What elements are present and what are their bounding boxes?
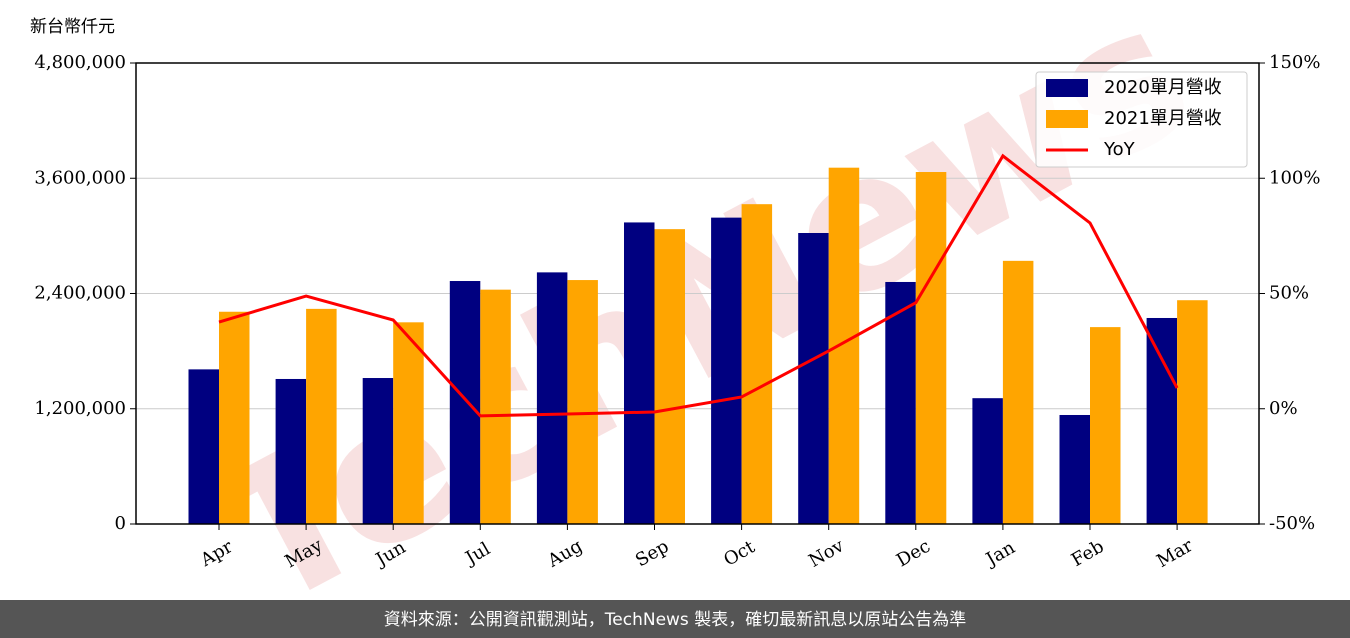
bar bbox=[711, 217, 742, 525]
bar bbox=[567, 280, 598, 524]
legend-label: YoY bbox=[1103, 139, 1136, 160]
bar bbox=[393, 322, 424, 524]
bar bbox=[1090, 327, 1121, 524]
bar bbox=[306, 308, 337, 524]
bar bbox=[536, 272, 568, 524]
bar bbox=[480, 289, 511, 524]
y-tick-label: 3,600,000 bbox=[34, 167, 126, 188]
bar bbox=[362, 378, 394, 524]
bar bbox=[624, 222, 655, 524]
bar bbox=[798, 232, 829, 524]
y-tick-label: 1,200,000 bbox=[34, 398, 126, 419]
bar bbox=[1177, 300, 1208, 524]
legend-swatch bbox=[1046, 110, 1088, 128]
y-tick-label: 0 bbox=[115, 513, 126, 534]
y-axis-label: 新台幣仟元 bbox=[30, 17, 115, 37]
x-tick-label: Nov bbox=[805, 535, 848, 572]
x-tick-label: Oct bbox=[720, 536, 759, 571]
bar bbox=[654, 229, 685, 524]
footer: 資料來源：公開資訊觀測站，TechNews 製表，確切最新訊息以原站公告為準 bbox=[384, 610, 966, 630]
legend-swatch bbox=[1046, 79, 1088, 97]
bar bbox=[1002, 260, 1034, 524]
legend-box bbox=[1035, 71, 1248, 168]
bar bbox=[741, 204, 773, 524]
bar bbox=[449, 281, 481, 524]
x-tick-label: Sep bbox=[632, 536, 672, 571]
bar bbox=[885, 281, 916, 524]
x-tick-label: Dec bbox=[893, 536, 934, 572]
x-tick-label: Mar bbox=[1153, 535, 1197, 572]
y2-tick-label: 100% bbox=[1269, 167, 1320, 188]
y-tick-label: 4,800,000 bbox=[34, 52, 126, 73]
bar bbox=[915, 172, 947, 524]
bar bbox=[1146, 317, 1178, 524]
y2-tick-label: -50% bbox=[1269, 513, 1315, 534]
bar bbox=[828, 167, 860, 524]
y2-tick-label: 0% bbox=[1269, 398, 1298, 419]
y2-tick-label: 50% bbox=[1269, 283, 1309, 304]
legend-label: 2021單月營收 bbox=[1104, 108, 1222, 129]
y2-tick-label: 150% bbox=[1269, 52, 1320, 73]
bar bbox=[972, 398, 1003, 524]
x-tick-label: Aug bbox=[543, 535, 586, 572]
x-tick-label: Feb bbox=[1068, 536, 1108, 571]
bar bbox=[188, 369, 219, 524]
line bbox=[218, 153, 1179, 418]
y-tick-label: 2,400,000 bbox=[34, 283, 126, 304]
bar bbox=[275, 378, 307, 524]
legend-label: 2020單月營收 bbox=[1104, 77, 1222, 98]
bar bbox=[219, 311, 250, 524]
x-tick-label: Jan bbox=[981, 537, 1019, 571]
footer-bar bbox=[0, 600, 1350, 638]
plot-frame bbox=[135, 62, 1260, 525]
bar bbox=[1059, 414, 1090, 524]
